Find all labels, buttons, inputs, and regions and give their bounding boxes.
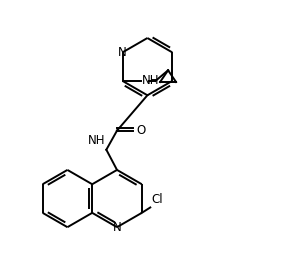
Text: N: N: [118, 46, 127, 59]
Text: Cl: Cl: [151, 193, 163, 206]
Text: N: N: [113, 221, 121, 234]
Text: NH: NH: [87, 135, 105, 147]
Text: NH: NH: [142, 75, 159, 87]
Text: O: O: [137, 124, 146, 137]
